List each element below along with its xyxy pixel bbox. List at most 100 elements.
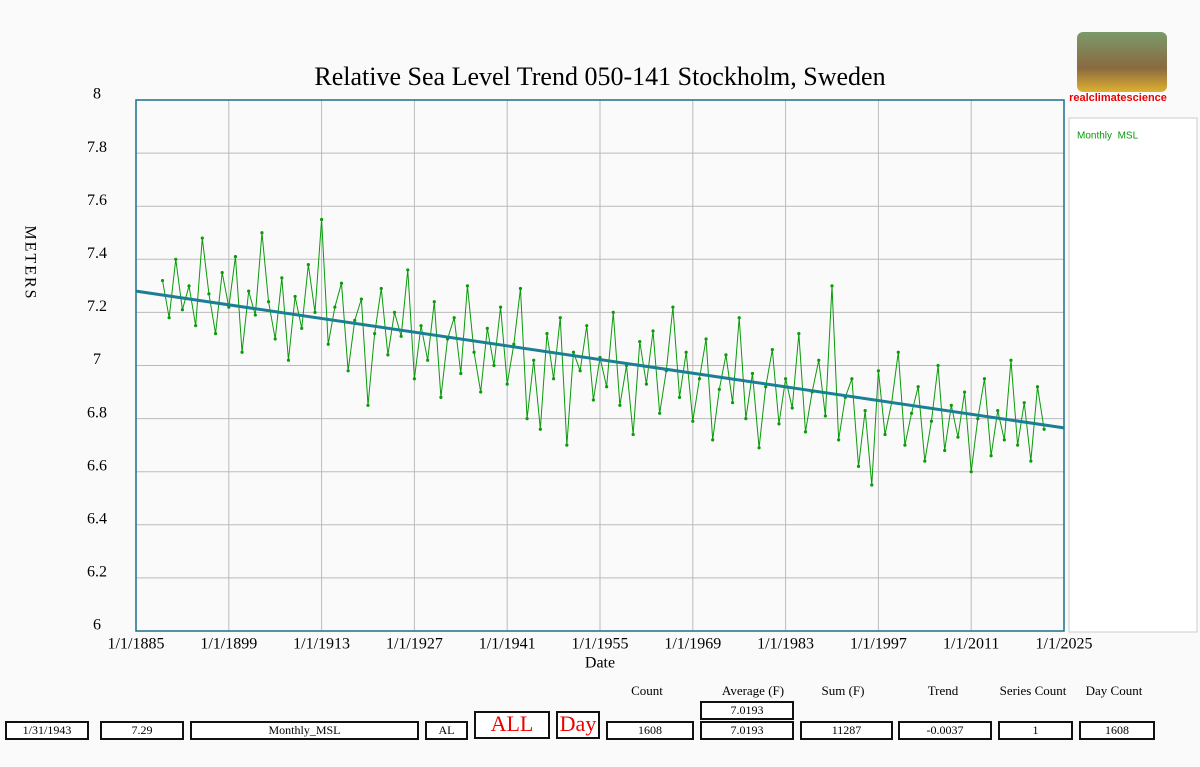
field: -0.0037: [898, 721, 992, 740]
data-point: [883, 432, 887, 437]
y-tick-label: 6.6: [87, 457, 107, 474]
data-point: [386, 353, 390, 357]
average-box: 7.0193: [700, 701, 794, 720]
field: 11287: [800, 721, 893, 740]
data-point: [392, 310, 397, 314]
data-point: [187, 284, 191, 288]
data-point: [909, 411, 914, 415]
all-button[interactable]: ALL: [474, 711, 550, 739]
data-point: [976, 417, 980, 421]
field[interactable]: AL: [425, 721, 468, 740]
y-tick-label: 6.4: [87, 510, 107, 527]
data-point: [837, 438, 841, 442]
data-point: [532, 358, 536, 362]
y-tick-label: 6: [93, 617, 101, 634]
field: 1608: [1079, 721, 1155, 740]
y-tick-label: 7: [93, 351, 101, 368]
data-point: [373, 332, 377, 336]
data-point: [982, 377, 987, 381]
data-point: [326, 342, 330, 346]
data-point: [160, 278, 165, 283]
data-point: [293, 294, 297, 299]
logo-text: realclimatescience: [1069, 92, 1167, 104]
data-point: [379, 286, 383, 291]
data-point: [611, 310, 615, 314]
field[interactable]: 1/31/1943: [5, 721, 89, 740]
data-point: [803, 430, 808, 434]
data-point: [757, 446, 761, 450]
data-point: [571, 350, 576, 354]
data-point: [677, 395, 682, 399]
data-point: [1035, 385, 1040, 389]
x-axis-label: Date: [585, 655, 615, 672]
x-tick-label: 1/1/2011: [943, 636, 999, 653]
data-point: [213, 332, 218, 336]
data-point: [830, 284, 834, 288]
data-point: [711, 438, 715, 442]
data-point: [823, 414, 827, 418]
data-point: [280, 276, 284, 280]
data-point: [996, 409, 1000, 413]
data-point: [174, 257, 178, 261]
data-point: [605, 385, 609, 389]
chart-title: Relative Sea Level Trend 050-141 Stockho…: [314, 62, 885, 91]
y-tick-label: 6.8: [87, 404, 107, 421]
data-point: [777, 422, 781, 426]
x-tick-label: 1/1/2025: [1036, 636, 1093, 653]
x-tick-label: 1/1/1927: [386, 636, 443, 653]
x-tick-label: 1/1/1983: [757, 636, 814, 653]
data-point: [412, 377, 416, 381]
day-button[interactable]: Day: [556, 711, 600, 739]
data-point: [578, 369, 582, 373]
data-point: [565, 443, 569, 447]
y-tick-label: 6.2: [87, 564, 107, 581]
data-point: [989, 454, 993, 458]
data-point: [790, 406, 794, 410]
y-axis-label: METERS: [21, 225, 38, 300]
data-point: [631, 432, 635, 437]
data-point: [1002, 438, 1006, 442]
field[interactable]: 7.29: [100, 721, 184, 740]
data-point: [916, 385, 920, 389]
data-point: [247, 289, 251, 293]
data-point: [545, 332, 549, 336]
y-tick-label: 7.6: [87, 192, 107, 209]
header: Series Count: [999, 683, 1067, 698]
data-point: [744, 417, 748, 421]
data-point: [876, 369, 881, 373]
data-point: [406, 268, 410, 272]
data-point: [320, 217, 324, 222]
data-point: [505, 382, 509, 386]
data-point: [200, 236, 204, 240]
data-point: [366, 403, 370, 407]
data-point: [492, 363, 496, 368]
data-point: [784, 377, 788, 381]
data-point: [260, 231, 264, 235]
field[interactable]: Monthly_MSL: [190, 721, 419, 740]
x-tick-label: 1/1/1885: [108, 636, 165, 653]
data-point: [558, 316, 562, 320]
y-tick-label: 7.8: [87, 139, 107, 156]
data-point: [717, 387, 721, 391]
data-point: [1009, 358, 1013, 362]
field: 7.0193: [700, 721, 794, 740]
data-point: [359, 297, 363, 301]
data-point: [591, 398, 595, 402]
data-point: [525, 417, 529, 421]
data-point: [306, 263, 310, 267]
data-point: [856, 464, 861, 468]
data-point: [479, 390, 483, 394]
header: Trend: [927, 683, 959, 698]
data-point: [346, 369, 350, 373]
field: 1608: [606, 721, 694, 740]
x-tick-label: 1/1/1913: [293, 636, 350, 653]
data-point: [472, 350, 476, 354]
data-point: [870, 483, 874, 487]
data-point: [651, 329, 655, 333]
data-point: [863, 409, 867, 413]
data-point: [671, 305, 675, 309]
data-point: [969, 470, 973, 474]
data-point: [737, 316, 741, 320]
chart: Relative Sea Level Trend 050-141 Stockho…: [21, 32, 1198, 672]
data-point: [459, 371, 463, 376]
